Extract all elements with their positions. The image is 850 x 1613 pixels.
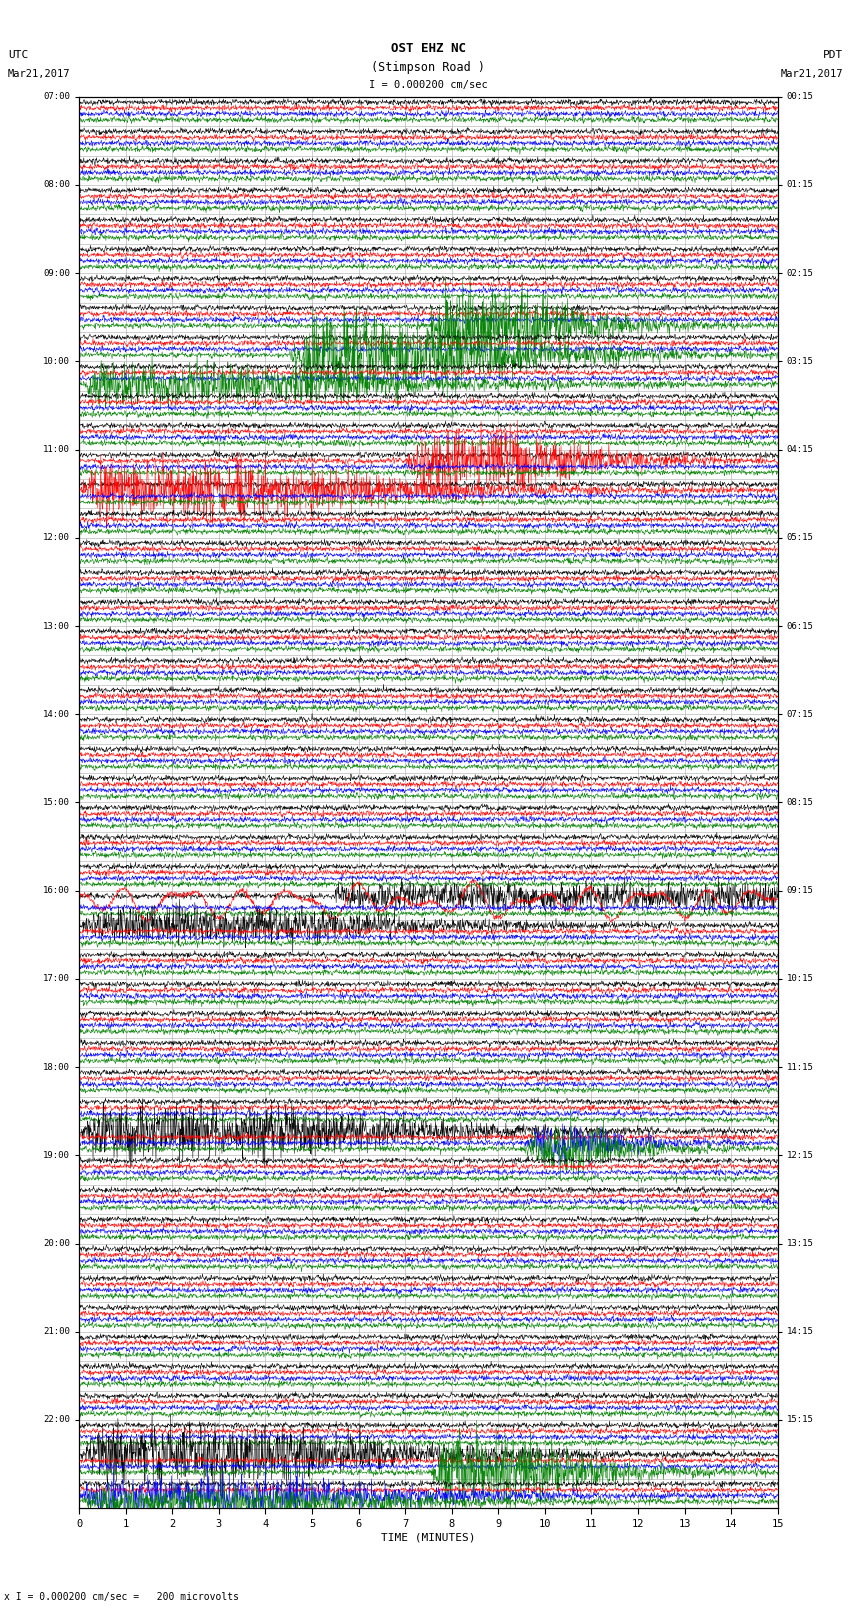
Text: PDT: PDT [823,50,843,60]
X-axis label: TIME (MINUTES): TIME (MINUTES) [381,1532,476,1542]
Text: (Stimpson Road ): (Stimpson Road ) [371,61,485,74]
Text: x I = 0.000200 cm/sec =   200 microvolts: x I = 0.000200 cm/sec = 200 microvolts [4,1592,239,1602]
Text: OST EHZ NC: OST EHZ NC [391,42,466,55]
Text: I = 0.000200 cm/sec: I = 0.000200 cm/sec [369,81,488,90]
Text: Mar21,2017: Mar21,2017 [780,69,843,79]
Text: UTC: UTC [8,50,28,60]
Text: Mar21,2017: Mar21,2017 [8,69,71,79]
